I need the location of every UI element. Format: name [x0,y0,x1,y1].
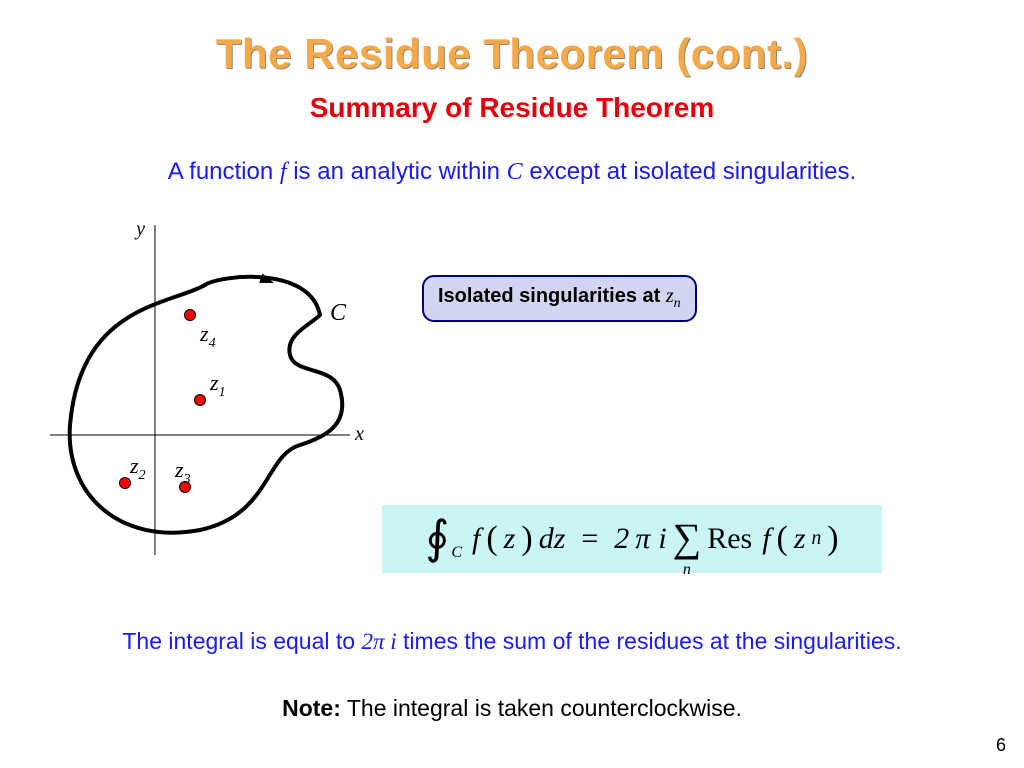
explanation-line: The integral is equal to 2π i times the … [0,628,1024,655]
formula-zn-n: n [812,528,822,550]
svg-text:C: C [330,300,347,326]
callout-text: Isolated singularities at [438,285,666,307]
integral-sign: ∮ [425,510,449,564]
statement-pre: A function [168,158,280,185]
note-label: Note: [282,695,341,721]
explain-pre: The integral is equal to [122,628,361,654]
formula-2: 2 [614,522,629,556]
slide-title: The Residue Theorem (cont.) [0,30,1024,78]
sum-sign: ∑ [673,515,702,560]
callout-zn: zn [666,285,681,307]
page-number: 6 [996,735,1006,756]
formula-pi: π [635,522,650,556]
formula-f2: f [762,522,770,556]
slide-subtitle: Summary of Residue Theorem [0,92,1024,124]
note-text: The integral is taken counterclockwise. [341,695,742,721]
equals-sign: = [581,522,598,556]
sum-wrap: ∑n [673,516,702,563]
note-line: Note: The integral is taken counterclock… [0,695,1024,722]
formula-res: Res [707,522,752,556]
label-z2: z2 [129,453,146,483]
lparen2: ( [777,520,788,558]
singularities-callout: Isolated singularities at zn [422,275,697,322]
svg-text:y: y [134,218,145,240]
formula-i: i [658,522,666,556]
statement-post: except at isolated singularities. [523,158,857,185]
explain-post: times the sum of the residues at the sin… [397,628,902,654]
formula-zn-z: z [794,522,806,556]
formula-box: ∮C f (z) dz = 2πi ∑n Res f (zn) [382,505,882,573]
contour-diagram: xyCz4z1z2z3 [50,215,380,560]
statement-f: f [280,159,287,185]
formula-z: z [504,522,516,556]
residue-formula: ∮C f (z) dz = 2πi ∑n Res f (zn) [425,512,838,566]
rparen2: ) [827,520,838,558]
svg-text:x: x [354,423,364,445]
formula-dz: dz [539,522,566,556]
sum-sub-n: n [683,561,691,579]
statement-c: C [507,159,523,185]
formula-f: f [472,522,480,556]
singularity-z4 [185,310,196,321]
statement-mid: is an analytic within [287,158,507,185]
explain-2pi: 2π i [361,629,396,654]
lparen1: ( [486,520,497,558]
singularity-z2 [120,478,131,489]
slide: The Residue Theorem (cont.) Summary of R… [0,0,1024,768]
label-z1: z1 [209,370,226,400]
integral-sub-c: C [451,544,462,562]
singularity-z1 [195,395,206,406]
rparen1: ) [521,520,532,558]
label-z4: z4 [199,321,216,351]
statement-line: A function f is an analytic within C exc… [0,158,1024,186]
